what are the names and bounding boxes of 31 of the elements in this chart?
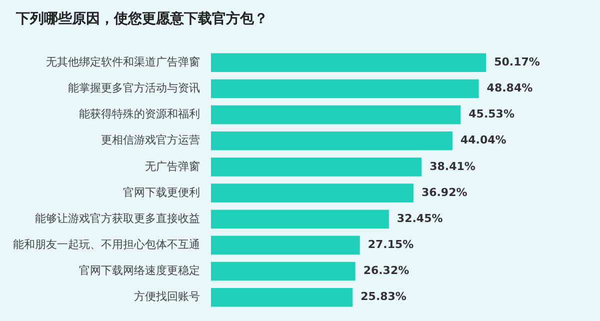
bar [211,288,353,307]
y-tick-label: 能获得特殊的资源和福利 [79,108,200,121]
y-tick-label: 无其他绑定软件和渠道广告弹窗 [46,56,200,68]
data-label: 44.04% [460,134,506,147]
bar [211,131,452,150]
data-label: 26.32% [363,264,410,278]
bar [211,236,360,255]
data-label: 45.53% [468,108,514,121]
y-tick-label: 能和朋友一起玩、不用担心包体不互通 [13,238,200,252]
chart-title: 下列哪些原因，使您更愿意下载官方包？ [16,10,268,28]
bar [211,210,389,229]
data-label: 50.17% [494,56,540,68]
y-tick-label: 官网下载网络速度更稳定 [79,264,200,278]
bar [211,158,422,176]
y-tick-label: 无广告弹窗 [145,160,200,173]
data-label: 27.15% [368,238,414,252]
bar [211,262,356,281]
data-label: 38.41% [430,160,476,173]
y-tick-label: 能够让游戏官方获取更多直接收益 [35,212,200,225]
data-label: 36.92% [421,186,468,199]
data-label: 25.83% [360,290,406,304]
y-tick-label: 方便找回账号 [134,290,200,304]
data-label: 32.45% [396,212,443,225]
bar [211,79,479,98]
y-tick-label: 官网下载更便利 [123,186,200,199]
bar [211,105,461,124]
data-label: 48.84% [486,82,533,95]
bar [211,184,414,202]
y-tick-label: 更相信游戏官方运营 [101,134,200,147]
y-tick-label: 能掌握更多官方活动与资讯 [68,82,200,95]
bar [211,53,486,72]
